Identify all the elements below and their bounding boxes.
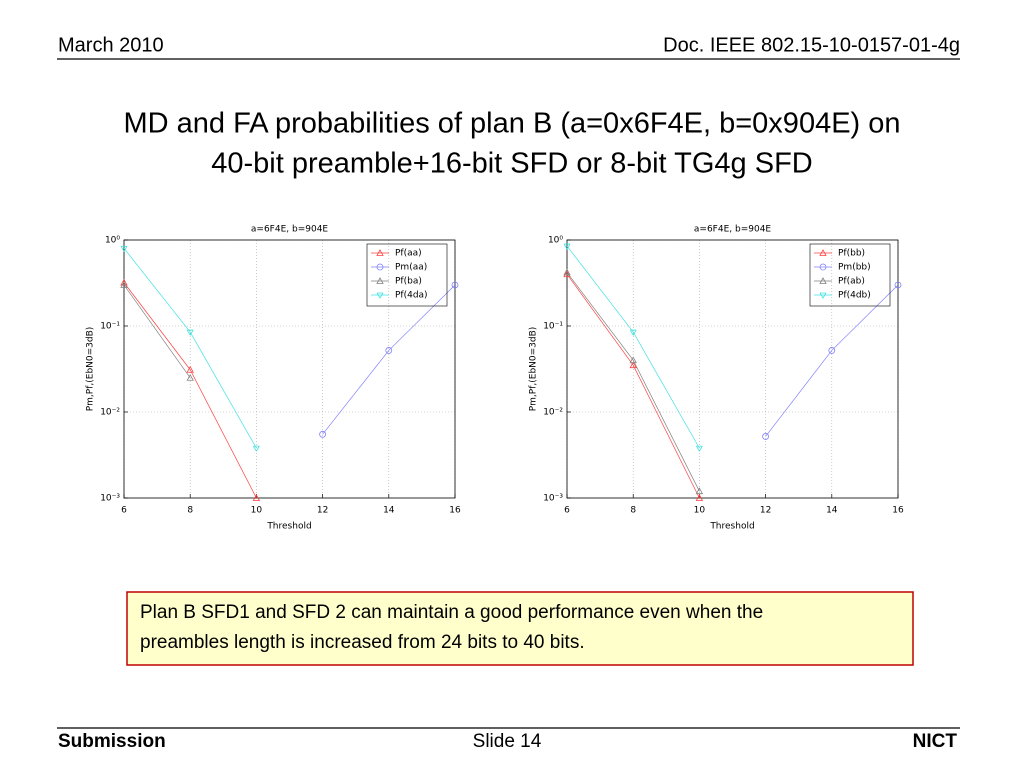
marker	[629, 361, 637, 369]
series-line	[566, 274, 700, 499]
x-tick-label: 8	[630, 506, 636, 516]
marker	[186, 373, 194, 381]
legend-marker	[376, 249, 384, 256]
legend-label: Pf(4db)	[838, 291, 871, 301]
marker	[186, 365, 194, 373]
x-tick-label: 12	[760, 506, 771, 516]
marker	[828, 347, 836, 354]
x-tick-label: 16	[449, 506, 461, 516]
y-tick-label: 10⁻²	[543, 408, 563, 418]
marker	[253, 445, 260, 452]
legend-marker	[819, 249, 827, 256]
marker	[120, 245, 128, 253]
y-tick-label: 10⁻¹	[100, 322, 120, 332]
chart-title: a=6F4E, b=904E	[251, 225, 329, 235]
series-line	[566, 272, 700, 492]
marker	[629, 356, 637, 364]
footer-center: Slide 14	[473, 731, 542, 752]
legend-box	[809, 243, 891, 307]
y-tick-label: 10⁻³	[100, 494, 120, 504]
y-axis-label: Pm,Pf,(EbN0=3dB)	[86, 327, 96, 412]
legend-label: Pf(bb)	[838, 249, 865, 259]
header-date: March 2010	[58, 34, 164, 56]
y-tick-label: 10⁻²	[100, 408, 120, 418]
x-tick-label: 10	[694, 506, 706, 516]
series-line	[765, 284, 899, 437]
slide-title: 40-bit preamble+16-bit SFD or 8-bit TG4g…	[211, 148, 812, 180]
marker	[252, 494, 261, 501]
series-line	[566, 245, 700, 449]
legend-marker	[819, 292, 827, 299]
chart-title: a=6F4E, b=904E	[694, 225, 772, 235]
marker	[385, 347, 393, 354]
legend-box	[366, 243, 448, 307]
marker	[186, 329, 194, 336]
plot-frame	[123, 239, 456, 499]
marker	[563, 243, 571, 250]
series-line	[123, 248, 257, 449]
marker	[696, 445, 703, 452]
legend-label: Pf(ba)	[395, 277, 422, 287]
x-tick-label: 14	[826, 506, 838, 516]
x-axis-label: Threshold	[266, 522, 311, 532]
marker	[695, 487, 704, 495]
x-tick-label: 6	[564, 506, 570, 516]
series-line	[322, 284, 456, 435]
x-tick-label: 8	[187, 506, 193, 516]
marker	[120, 281, 128, 288]
x-tick-label: 10	[251, 506, 263, 516]
note-text: preambles length is increased from 24 bi…	[140, 632, 585, 653]
x-tick-label: 14	[383, 506, 395, 516]
legend-marker	[376, 277, 384, 284]
marker	[319, 430, 327, 438]
footer-left: Submission	[58, 731, 166, 752]
x-axis-label: Threshold	[709, 522, 754, 532]
legend-marker	[376, 263, 384, 271]
series-line	[123, 282, 257, 499]
marker	[894, 281, 902, 289]
footer-right: NICT	[913, 731, 958, 752]
marker	[629, 329, 637, 336]
marker	[695, 494, 704, 501]
marker	[563, 268, 571, 276]
legend-label: Pm(bb)	[838, 263, 871, 273]
x-tick-label: 16	[892, 506, 904, 516]
slide-title: MD and FA probabilities of plan B (a=0x6…	[123, 108, 900, 140]
legend-label: Pm(aa)	[395, 263, 427, 273]
legend-marker	[376, 292, 384, 299]
x-tick-label: 12	[317, 506, 328, 516]
legend-marker	[819, 263, 827, 271]
marker	[451, 281, 459, 289]
header-doc: Doc. IEEE 802.15-10-0157-01-4g	[663, 34, 960, 56]
legend-label: Pf(ab)	[838, 277, 865, 287]
legend-label: Pf(4da)	[395, 291, 428, 301]
y-axis-label: Pm,Pf,(EbN0=3dB)	[529, 327, 539, 412]
y-tick-label: 10⁰	[548, 236, 563, 246]
plot-frame	[566, 239, 899, 499]
y-tick-label: 10⁰	[105, 236, 120, 246]
legend-label: Pf(aa)	[395, 249, 422, 259]
y-tick-label: 10⁻¹	[543, 322, 563, 332]
x-tick-label: 6	[121, 506, 127, 516]
legend-marker	[819, 277, 827, 284]
series-line	[123, 284, 191, 378]
marker	[762, 433, 769, 440]
y-tick-label: 10⁻³	[543, 494, 563, 504]
note-box	[126, 591, 914, 666]
note-text: Plan B SFD1 and SFD 2 can maintain a goo…	[140, 602, 763, 623]
